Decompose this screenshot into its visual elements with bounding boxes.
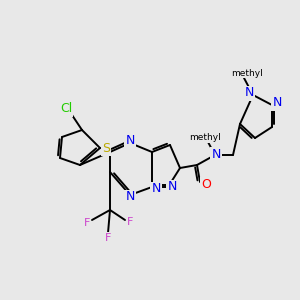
Text: N: N <box>244 86 254 100</box>
Text: N: N <box>151 182 161 196</box>
Text: F: F <box>127 217 133 227</box>
Text: methyl: methyl <box>231 68 263 77</box>
Text: N: N <box>272 97 282 110</box>
Text: O: O <box>201 178 211 190</box>
Text: F: F <box>84 218 90 228</box>
Text: N: N <box>125 190 135 203</box>
Text: N: N <box>125 134 135 148</box>
Text: methyl: methyl <box>189 134 221 142</box>
Text: Cl: Cl <box>60 103 72 116</box>
Text: N: N <box>211 148 221 160</box>
Text: N: N <box>167 181 177 194</box>
Text: S: S <box>102 142 110 154</box>
Text: F: F <box>105 233 111 243</box>
